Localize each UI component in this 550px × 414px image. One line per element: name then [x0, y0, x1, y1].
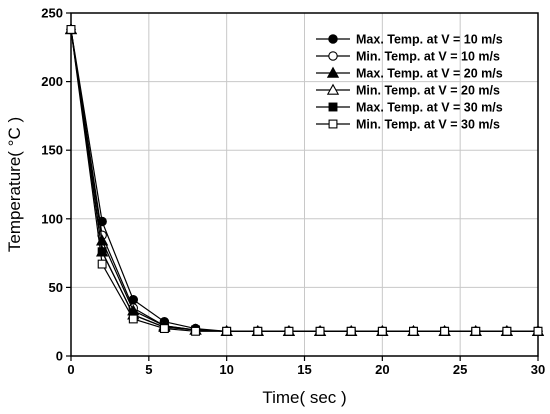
data-point [222, 326, 232, 336]
data-point [377, 326, 387, 336]
data-point [97, 247, 107, 257]
x-tick-label: 5 [145, 362, 152, 377]
x-axis-title: Time( sec ) [262, 388, 346, 407]
x-tick-label: 10 [219, 362, 233, 377]
data-point [97, 259, 107, 269]
data-point [128, 314, 138, 324]
y-tick-label: 250 [41, 6, 63, 21]
y-tick-label: 200 [41, 74, 63, 89]
legend-label: Min. Temp. at V = 10 m/s [356, 50, 500, 64]
data-point [284, 326, 294, 336]
data-point [346, 326, 356, 336]
legend-marker [328, 51, 338, 61]
data-series [64, 23, 545, 337]
data-point [409, 326, 418, 336]
series-group [66, 25, 543, 336]
legend-marker [326, 83, 340, 95]
y-tick-label: 0 [56, 349, 63, 364]
data-point [471, 326, 481, 336]
legend-label: Max. Temp. at V = 20 m/s [356, 67, 503, 81]
axis-ticks: 0 5 10 15 20 25 30 0 50 100 150 200 250 [41, 6, 545, 378]
series-line [70, 29, 538, 332]
x-tick-label: 20 [375, 362, 389, 377]
x-tick-label: 0 [67, 362, 74, 377]
data-point [315, 326, 325, 336]
legend-marker [328, 119, 338, 129]
legend-marker [326, 66, 340, 78]
legend-label: Max. Temp. at V = 30 m/s [356, 101, 503, 115]
grid [71, 13, 538, 356]
legend-label: Max. Temp. at V = 10 m/s [356, 33, 503, 47]
data-point [66, 25, 76, 34]
data-point [191, 326, 200, 336]
y-tick-label: 150 [41, 143, 63, 158]
y-tick-label: 50 [49, 280, 63, 295]
legend-marker [328, 102, 338, 112]
data-point [440, 326, 450, 336]
x-tick-label: 15 [297, 362, 311, 377]
data-point [533, 326, 543, 336]
y-axis-title: Temperature( °C ) [5, 117, 24, 252]
legend-label: Min. Temp. at V = 20 m/s [356, 84, 500, 98]
x-tick-label: 30 [531, 362, 545, 377]
x-tick-label: 25 [453, 362, 467, 377]
y-tick-label: 100 [41, 211, 63, 226]
legend-label: Min. Temp. at V = 30 m/s [356, 118, 500, 132]
legend-marker [328, 34, 338, 44]
legend: Max. Temp. at V = 10 m/s Min. Temp. at V … [316, 33, 503, 132]
data-point [253, 326, 263, 336]
data-point [159, 324, 169, 334]
data-point [502, 326, 512, 336]
